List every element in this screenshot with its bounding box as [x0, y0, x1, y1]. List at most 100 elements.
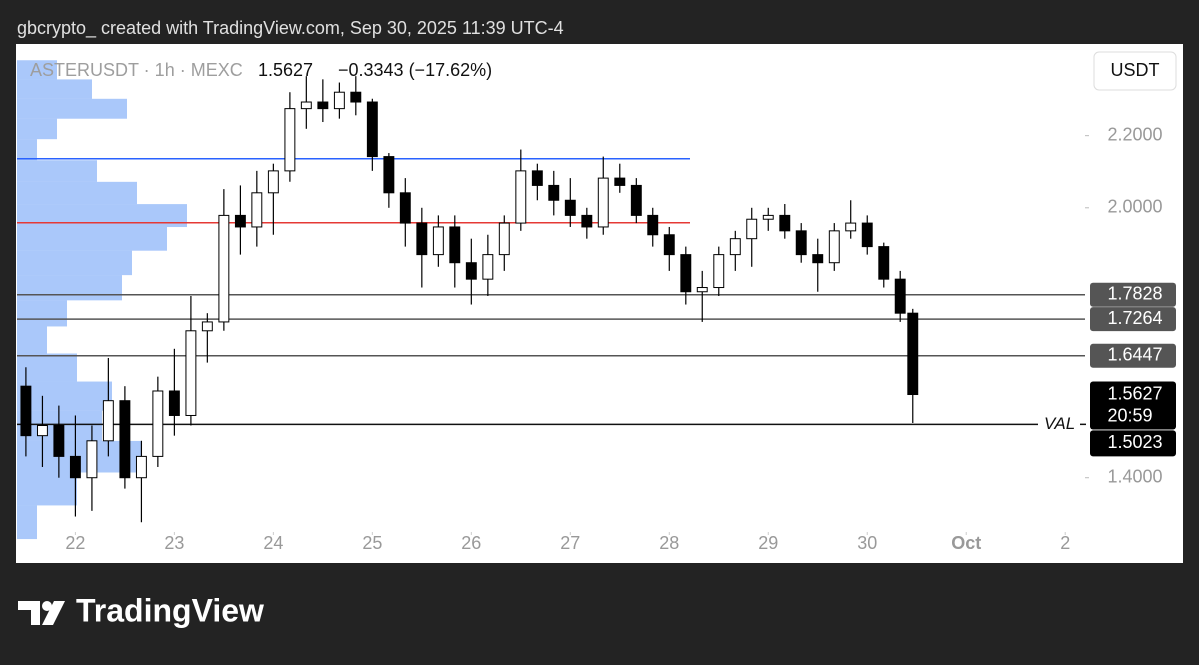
candle-body — [36, 425, 48, 437]
volume-profile-bar — [17, 353, 77, 382]
logo — [18, 601, 65, 625]
candle-body — [696, 287, 708, 293]
candle-body — [416, 222, 428, 256]
candle-body — [53, 425, 65, 457]
volume-profile-bar — [17, 181, 137, 205]
candle-body — [845, 222, 857, 232]
volume-profile-bar — [17, 326, 47, 354]
x-tick-label: 29 — [758, 533, 778, 553]
x-tick-label: 23 — [164, 533, 184, 553]
x-tick-label: 24 — [263, 533, 283, 553]
candle-body — [86, 440, 98, 479]
candle-body — [680, 254, 692, 293]
level-label: 1.7828 — [1107, 284, 1162, 304]
candle-body — [317, 101, 329, 110]
candle-body — [69, 455, 81, 479]
candle-body — [531, 170, 543, 186]
x-tick-label: Oct — [951, 533, 981, 553]
candle-body — [185, 330, 197, 416]
price-label: 1.5627 — [1107, 383, 1162, 403]
candle-body — [333, 91, 345, 110]
candle-body — [300, 101, 312, 110]
candle-body — [366, 101, 378, 158]
volume-profile-bar — [17, 139, 37, 161]
candle-body — [762, 214, 774, 220]
y-tick-label: 2.0000 — [1107, 197, 1162, 217]
volume-profile-bar — [17, 79, 92, 99]
candle-body — [102, 400, 114, 442]
x-tick-label: 25 — [362, 533, 382, 553]
val-price-label: 1.5023 — [1107, 432, 1162, 452]
candle-body — [399, 192, 411, 224]
candle-body — [251, 192, 263, 228]
candle-body — [548, 184, 560, 201]
level-label: 1.6447 — [1107, 345, 1162, 365]
candle-body — [729, 238, 741, 256]
y-tick-label: 1.4000 — [1107, 466, 1162, 486]
volume-profile-bar — [17, 300, 67, 327]
candle-body — [350, 91, 362, 103]
candle-body — [861, 222, 873, 248]
candle-body — [482, 254, 494, 280]
change: −0.3343 (−17.62%) — [338, 60, 492, 80]
candle-body — [907, 312, 919, 396]
volume-profile-bar — [17, 160, 97, 182]
volume-profile-bar — [17, 98, 127, 119]
candle-body — [20, 385, 32, 437]
candle-body — [383, 156, 395, 194]
plot: 1.4000 2.0000 2.2000 22 23 24 25 26 27 28 29 30 Oct 2… — [17, 60, 1176, 553]
candle-body — [119, 400, 131, 479]
chart-panel — [16, 44, 1183, 563]
x-tick-label: 26 — [461, 533, 481, 553]
level-label-box — [1090, 343, 1176, 368]
volume-profile-bar — [17, 472, 77, 506]
candle-body — [894, 278, 906, 314]
x-tick-label: 22 — [65, 533, 85, 553]
candle-body — [597, 177, 609, 228]
volume-profile-bar — [17, 275, 122, 301]
candle-body — [564, 199, 576, 216]
candle-body — [663, 234, 675, 256]
candle-body — [465, 262, 477, 280]
volume-profile-bar — [17, 204, 187, 228]
x-tick-label: 30 — [857, 533, 877, 553]
volume-profile-bar — [17, 118, 57, 140]
volume-profile-bar — [17, 505, 37, 540]
volume-profile-bar — [17, 60, 57, 80]
candle-body — [168, 390, 180, 416]
brand: TradingView — [76, 592, 264, 628]
x-tick-label: 28 — [659, 533, 679, 553]
candle-body — [284, 108, 296, 172]
candle-body — [812, 254, 824, 264]
candle-body — [267, 170, 279, 194]
candle-body — [795, 230, 807, 256]
candle-body — [218, 214, 230, 323]
candle-body — [152, 390, 164, 457]
price-box — [1090, 381, 1176, 430]
candle-body — [581, 214, 593, 228]
candle-body — [515, 170, 527, 224]
level-label: 1.7264 — [1107, 308, 1162, 328]
symbol: ASTERUSDT · 1h · MEXC — [30, 60, 243, 80]
candle-body — [713, 254, 725, 289]
candle-body — [630, 184, 642, 216]
candle-body — [498, 222, 510, 256]
candle-body — [432, 226, 444, 256]
candle-body — [201, 321, 213, 332]
candle-body — [647, 214, 659, 236]
candle-body — [828, 230, 840, 264]
candle-body — [234, 214, 246, 228]
level-label-box — [1090, 282, 1176, 307]
volume-profile-bar — [17, 381, 112, 411]
candle-body — [614, 177, 626, 186]
last-price: 1.5627 — [258, 60, 313, 80]
candle-body — [135, 455, 147, 479]
candle-body — [878, 246, 890, 280]
candle-body — [779, 214, 791, 232]
x-tick-label: 2 — [1060, 533, 1070, 553]
caption: gbcrypto_ created with TradingView.com, … — [17, 18, 564, 39]
currency: USDT — [1111, 60, 1160, 80]
currency-box[interactable] — [1093, 51, 1177, 91]
val-label: VAL — [1044, 414, 1075, 433]
